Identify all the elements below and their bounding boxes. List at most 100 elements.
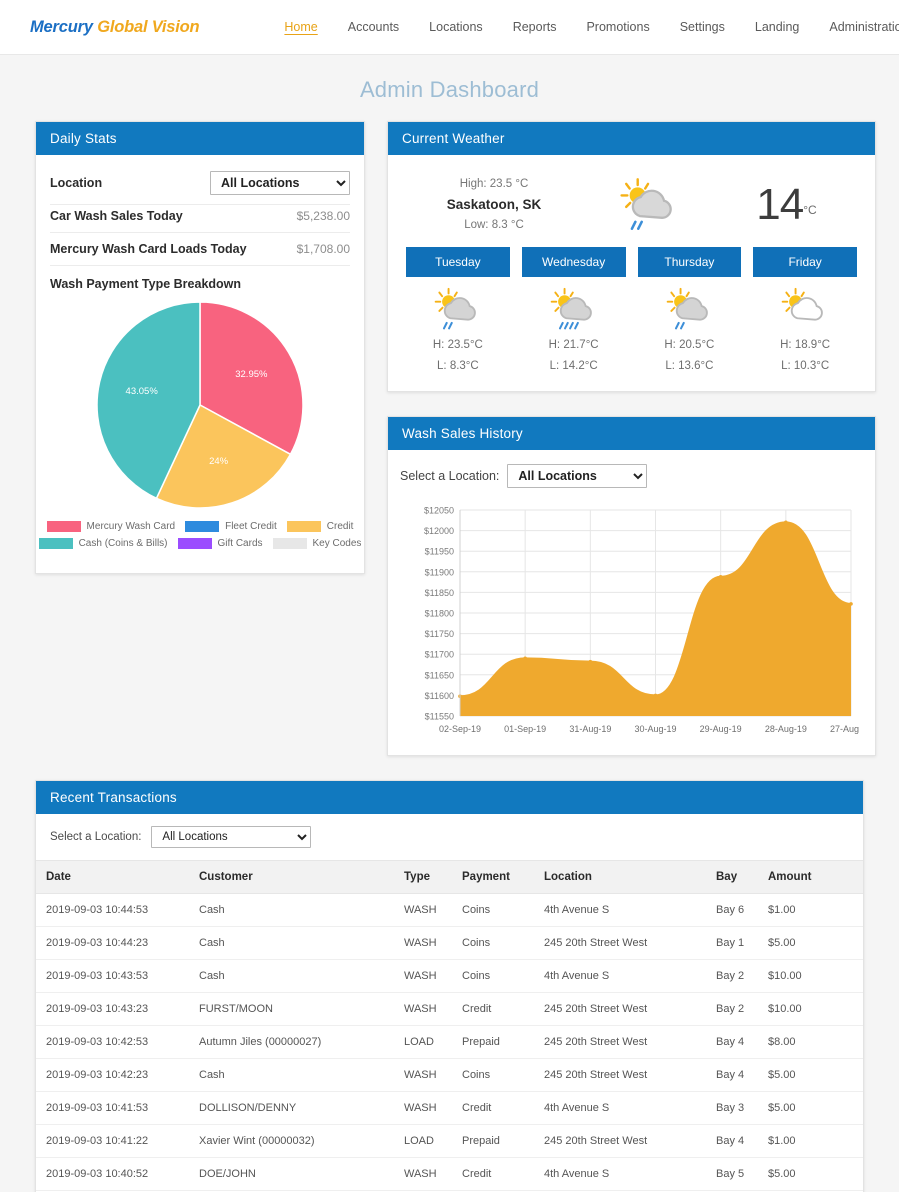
current-weather-header: Current Weather — [388, 122, 875, 155]
nav-link-home[interactable]: Home — [284, 20, 318, 34]
forecast-day-button[interactable]: Wednesday — [521, 247, 626, 277]
forecast-day-button[interactable]: Tuesday — [406, 247, 510, 277]
legend-item[interactable]: Key Codes — [272, 538, 361, 549]
app-logo[interactable]: Mercury Global Vision — [30, 17, 200, 37]
wash-sales-history-header: Wash Sales History — [388, 417, 875, 451]
cell-payment: Coins — [454, 959, 536, 994]
table-header-amount[interactable]: Amount — [760, 860, 863, 895]
table-header-location[interactable]: Location — [536, 860, 708, 895]
wash-history-location-select[interactable]: All Locations — [507, 464, 648, 489]
nav-link-settings[interactable]: Settings — [679, 20, 725, 34]
transactions-table: Date Customer Type Payment Location Bay Amount… — [36, 860, 863, 1192]
cell-location: 4th Avenue S — [536, 1091, 708, 1126]
y-axis-tick-label: $11950 — [425, 547, 454, 557]
forecast-high: H: 18.9°C — [780, 339, 831, 352]
nav-link-promotions[interactable]: Promotions — [586, 20, 650, 34]
nav-link-administration[interactable]: Administration — [829, 20, 899, 34]
cell-date: 2019-09-03 10:42:23 — [36, 1058, 191, 1093]
y-axis-tick-label: $12000 — [424, 526, 454, 536]
forecast-day-button[interactable]: Thursday — [637, 247, 742, 277]
table-header-row: Date Customer Type Payment Location Bay Amount — [36, 860, 863, 895]
logo-text-global-vision: Global Vision — [97, 17, 200, 36]
current-weather-card: Current Weather High: 23.5 °C Saskatoon,… — [387, 121, 876, 393]
cell-bay: Bay 2 — [708, 959, 760, 994]
legend-item[interactable]: Fleet Credit — [185, 521, 277, 532]
top-navbar: Mercury Global Vision Home Accounts Locati… — [0, 0, 899, 55]
legend-item[interactable]: Cash (Coins & Bills) — [38, 538, 168, 549]
table-row[interactable]: 2019-09-03 10:44:53 Cash WASH Coins 4th Aven… — [36, 893, 863, 928]
forecast-low: L: 13.6°C — [665, 360, 714, 373]
table-row[interactable]: 2019-09-03 10:40:22Emil Bitterman (00000… — [36, 1190, 863, 1192]
cell-type: WASH — [396, 1091, 454, 1126]
weather-icon-svg — [782, 287, 824, 321]
pie-slice-label: 43.05% — [125, 386, 158, 398]
cell-type: WASH — [396, 959, 454, 994]
cell-date: 2019-09-03 10:44:23 — [36, 926, 191, 961]
stat-row: Car Wash Sales Today $5,238.00 — [50, 205, 350, 233]
nav-link-landing[interactable]: Landing — [754, 20, 800, 34]
cell-location: 4th Avenue S — [536, 959, 708, 994]
y-axis-tick-label: $11900 — [425, 567, 454, 577]
table-row[interactable]: 2019-09-03 10:44:23 Cash WASH Coins 245 20th… — [36, 926, 863, 961]
cell-location: 4th Avenue S — [536, 1157, 708, 1192]
cell-customer: Xavier Wint (00000032) — [191, 1124, 396, 1159]
stat-row-label: Car Wash Sales Today — [50, 209, 183, 223]
cell-location: 245 20th Street West — [536, 926, 708, 961]
weather-temp-unit: °C — [803, 203, 817, 217]
nav-link-accounts[interactable]: Accounts — [347, 20, 400, 34]
table-row[interactable]: 2019-09-03 10:42:53 Autumn Jiles (0000002… — [36, 1025, 863, 1060]
legend-item[interactable]: Mercury Wash Card — [46, 521, 175, 532]
x-axis-tick-label: 29-Aug-19 — [700, 724, 742, 734]
pie-slice — [96, 301, 201, 500]
table-header-date[interactable]: Date — [36, 860, 191, 895]
y-axis-tick-label: $11550 — [425, 712, 454, 722]
table-header-payment[interactable]: Payment — [454, 860, 536, 895]
legend-swatch — [38, 538, 73, 549]
cell-payment: Credit — [454, 992, 536, 1027]
cell-type: WASH — [396, 992, 454, 1027]
pie-chart: 32.95% 24% 43.05% — [96, 301, 304, 509]
sun-cloud-rain-icon — [638, 277, 742, 335]
cell-customer: DOLLISON/DENNY — [191, 1091, 396, 1126]
y-axis-tick-label: $11750 — [425, 629, 454, 639]
x-axis-tick-label: 30-Aug-19 — [634, 724, 676, 734]
logo-text-mercury: Mercury — [30, 17, 93, 36]
weather-current-temp: 14 °C — [714, 183, 859, 227]
table-row[interactable]: 2019-09-03 10:43:23 FURST/MOON WASH Credit 2… — [36, 992, 863, 1027]
cell-bay: Bay 3 — [708, 1190, 760, 1192]
x-axis-tick-label: 28-Aug-19 — [765, 724, 807, 734]
table-row[interactable]: 2019-09-03 10:43:53 Cash WASH Coins 4th Aven… — [36, 959, 863, 994]
transactions-location-select[interactable]: All Locations — [151, 826, 312, 849]
pie-chart-svg — [96, 301, 304, 509]
forecast-day: Thursday H: 20.5°C L: 13.6°C — [637, 247, 742, 377]
legend-swatch — [46, 521, 81, 532]
nav-link-reports[interactable]: Reports — [512, 20, 557, 34]
cell-date: 2019-09-03 10:43:23 — [36, 992, 191, 1027]
table-row[interactable]: 2019-09-03 10:41:53 DOLLISON/DENNY WASH Cre… — [36, 1091, 863, 1126]
table-row[interactable]: 2019-09-03 10:42:23 Cash WASH Coins 245 20th… — [36, 1058, 863, 1093]
cell-amount: $5.00 — [760, 1058, 863, 1093]
nav-link-locations[interactable]: Locations — [429, 20, 483, 34]
cell-date: 2019-09-03 10:44:53 — [36, 893, 191, 928]
weather-temp-value: 14 — [756, 180, 804, 229]
table-row[interactable]: 2019-09-03 10:40:52 DOE/JOHN WASH Credit 4th… — [36, 1157, 863, 1192]
wash-sales-history-card: Wash Sales History Select a Location: Al… — [387, 416, 876, 757]
legend-item[interactable]: Gift Cards — [177, 538, 263, 549]
cell-bay: Bay 4 — [708, 1025, 760, 1060]
forecast-day-button[interactable]: Friday — [753, 247, 857, 277]
cell-date: 2019-09-03 10:41:22 — [36, 1124, 191, 1159]
cell-type: WASH — [396, 893, 454, 928]
area-chart-point — [523, 656, 527, 661]
table-header-type[interactable]: Type — [396, 860, 454, 895]
area-chart-point — [588, 659, 593, 664]
table-header-customer[interactable]: Customer — [191, 860, 396, 895]
cell-customer: Cash — [191, 1058, 396, 1093]
weather-city: Saskatoon, SK — [446, 197, 542, 212]
recent-transactions-header: Recent Transactions — [36, 781, 863, 815]
legend-item[interactable]: Credit — [286, 521, 353, 532]
daily-stats-location-select[interactable]: All Locations — [210, 171, 350, 195]
table-row[interactable]: 2019-09-03 10:41:22 Xavier Wint (00000032… — [36, 1124, 863, 1159]
transactions-location-row: Select a Location: All Locations — [36, 814, 863, 860]
forecast-low: L: 8.3°C — [437, 360, 479, 373]
table-header-bay[interactable]: Bay — [708, 860, 760, 895]
